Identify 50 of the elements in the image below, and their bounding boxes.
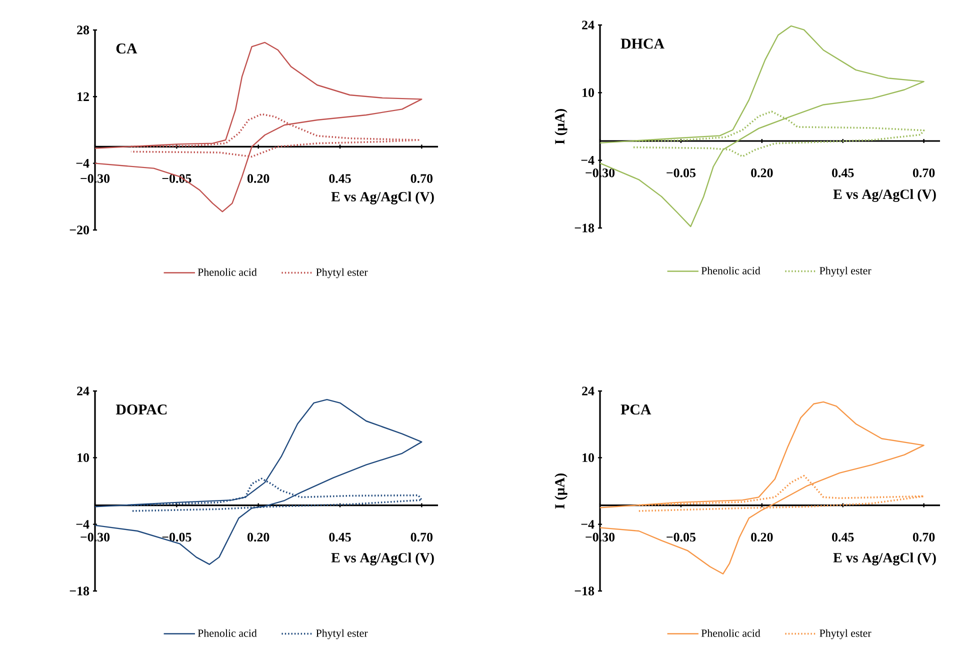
x-tick-label: 0.70 <box>912 168 935 178</box>
x-tick-label: 0.45 <box>329 174 351 183</box>
x-tick-label: 0.70 <box>410 174 433 183</box>
text: DHCA <box>620 38 664 49</box>
x-tick-label: 0.45 <box>329 532 351 542</box>
legend-label: Phytyl ester <box>316 268 368 278</box>
x-tick-label: 0.45 <box>832 168 854 178</box>
y-tick-label: 10 <box>78 453 89 462</box>
x-tick-label: 0.70 <box>912 532 935 542</box>
y-tick-label: 10 <box>582 453 594 462</box>
x-tick-label: 0.70 <box>410 532 433 542</box>
x-tick-label: 0.20 <box>751 532 773 542</box>
text: CA <box>116 44 138 54</box>
y-tick-label: −4 <box>76 520 90 529</box>
y-tick-label: 24 <box>582 20 594 30</box>
y-tick-label: 24 <box>582 386 594 396</box>
legend-label: Phytyl ester <box>820 629 872 640</box>
legend-label: Phytyl ester <box>820 266 872 277</box>
x-tick-label: 0.20 <box>248 532 270 542</box>
y-axis-title: I (µA) <box>554 108 568 144</box>
x-axis-title: E vs Ag/AgCl (V) <box>833 552 936 566</box>
y-tick-label: −4 <box>76 159 90 168</box>
y-axis-title: I (µA) <box>554 473 568 509</box>
legend-label: Phenolic acid <box>198 629 257 637</box>
y-tick-label: −18 <box>574 224 594 232</box>
text: DOPAC <box>116 404 167 415</box>
y-tick-label: 10 <box>582 88 594 98</box>
legend-label: Phenolic acid <box>701 629 760 637</box>
legend-label: Phenolic acid <box>198 268 257 276</box>
legend-label: Phytyl ester <box>316 629 368 640</box>
x-axis-title: E vs Ag/AgCl (V) <box>833 189 936 202</box>
x-tick-label: 0.20 <box>248 174 270 183</box>
legend-label: Phenolic acid <box>701 266 760 274</box>
y-tick-label: 12 <box>78 92 89 101</box>
x-tick-label: −0.05 <box>666 168 696 178</box>
x-tick-label: 0.20 <box>751 168 773 178</box>
y-tick-label: −4 <box>581 156 594 165</box>
y-tick-label: −4 <box>581 520 594 529</box>
x-tick-label: −0.05 <box>162 532 192 542</box>
x-axis-title: E vs Ag/AgCl (V) <box>331 192 434 204</box>
x-tick-label: −0.05 <box>666 532 696 542</box>
y-tick-label: 28 <box>77 26 90 34</box>
y-tick-label: −18 <box>574 586 594 596</box>
line-series <box>130 113 420 158</box>
y-tick-label: −18 <box>70 586 90 596</box>
y-tick-label: −20 <box>70 226 89 234</box>
x-axis-title: E vs Ag/AgCl (V) <box>331 552 434 566</box>
y-tick-label: 24 <box>77 386 90 396</box>
text: PCA <box>620 404 652 415</box>
x-tick-label: 0.45 <box>832 532 854 542</box>
